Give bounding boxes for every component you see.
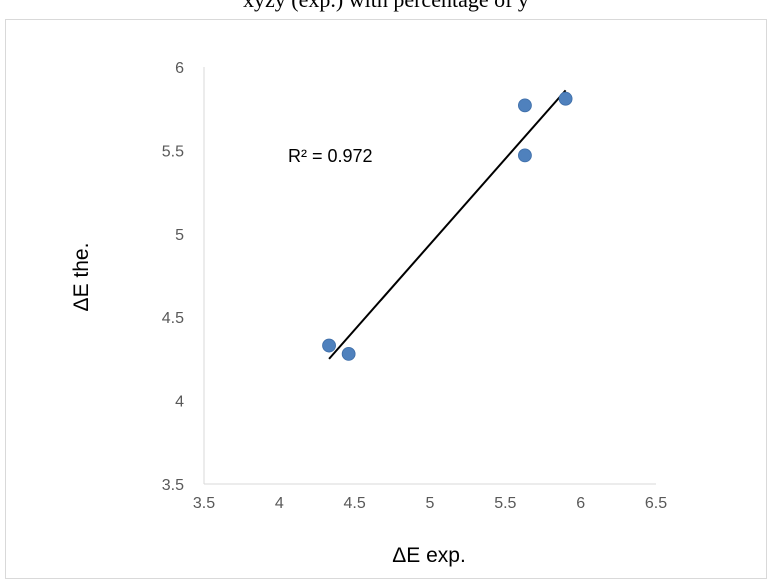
x-tick-label: 6	[576, 495, 585, 512]
data-point	[518, 98, 532, 113]
x-tick-label: 6.5	[645, 495, 667, 512]
x-tick-label: 5	[426, 495, 435, 512]
y-tick-label: 6	[175, 60, 184, 77]
y-axis-title: ΔE the.	[70, 243, 93, 312]
x-tick-label: 4	[275, 495, 284, 512]
data-point	[518, 148, 532, 163]
data-point	[558, 91, 573, 106]
x-tick-label: 4.5	[344, 495, 366, 512]
data-points	[322, 91, 573, 361]
x-tick-label: 5.5	[494, 495, 516, 512]
y-tick-label: 4.5	[162, 310, 184, 327]
y-tick-label: 5.5	[162, 143, 184, 160]
y-tick-labels: 3.5 4 4.5 5 5.5 6	[162, 60, 184, 494]
data-point	[341, 346, 356, 361]
y-tick-label: 4	[175, 394, 184, 411]
data-point	[322, 338, 336, 353]
trendline	[328, 89, 567, 360]
y-tick-label: 5	[175, 227, 184, 244]
x-tick-labels: 3.5 4 4.5 5 5.5 6 6.5	[193, 495, 667, 512]
caption-text-fragment: xyzy (exp.) with percentage of y	[0, 0, 772, 13]
y-tick-label: 3.5	[162, 477, 184, 494]
x-axis-title: ΔE exp.	[392, 544, 466, 567]
r-squared-annotation: R² = 0.972	[288, 146, 373, 166]
x-tick-label: 3.5	[193, 495, 215, 512]
